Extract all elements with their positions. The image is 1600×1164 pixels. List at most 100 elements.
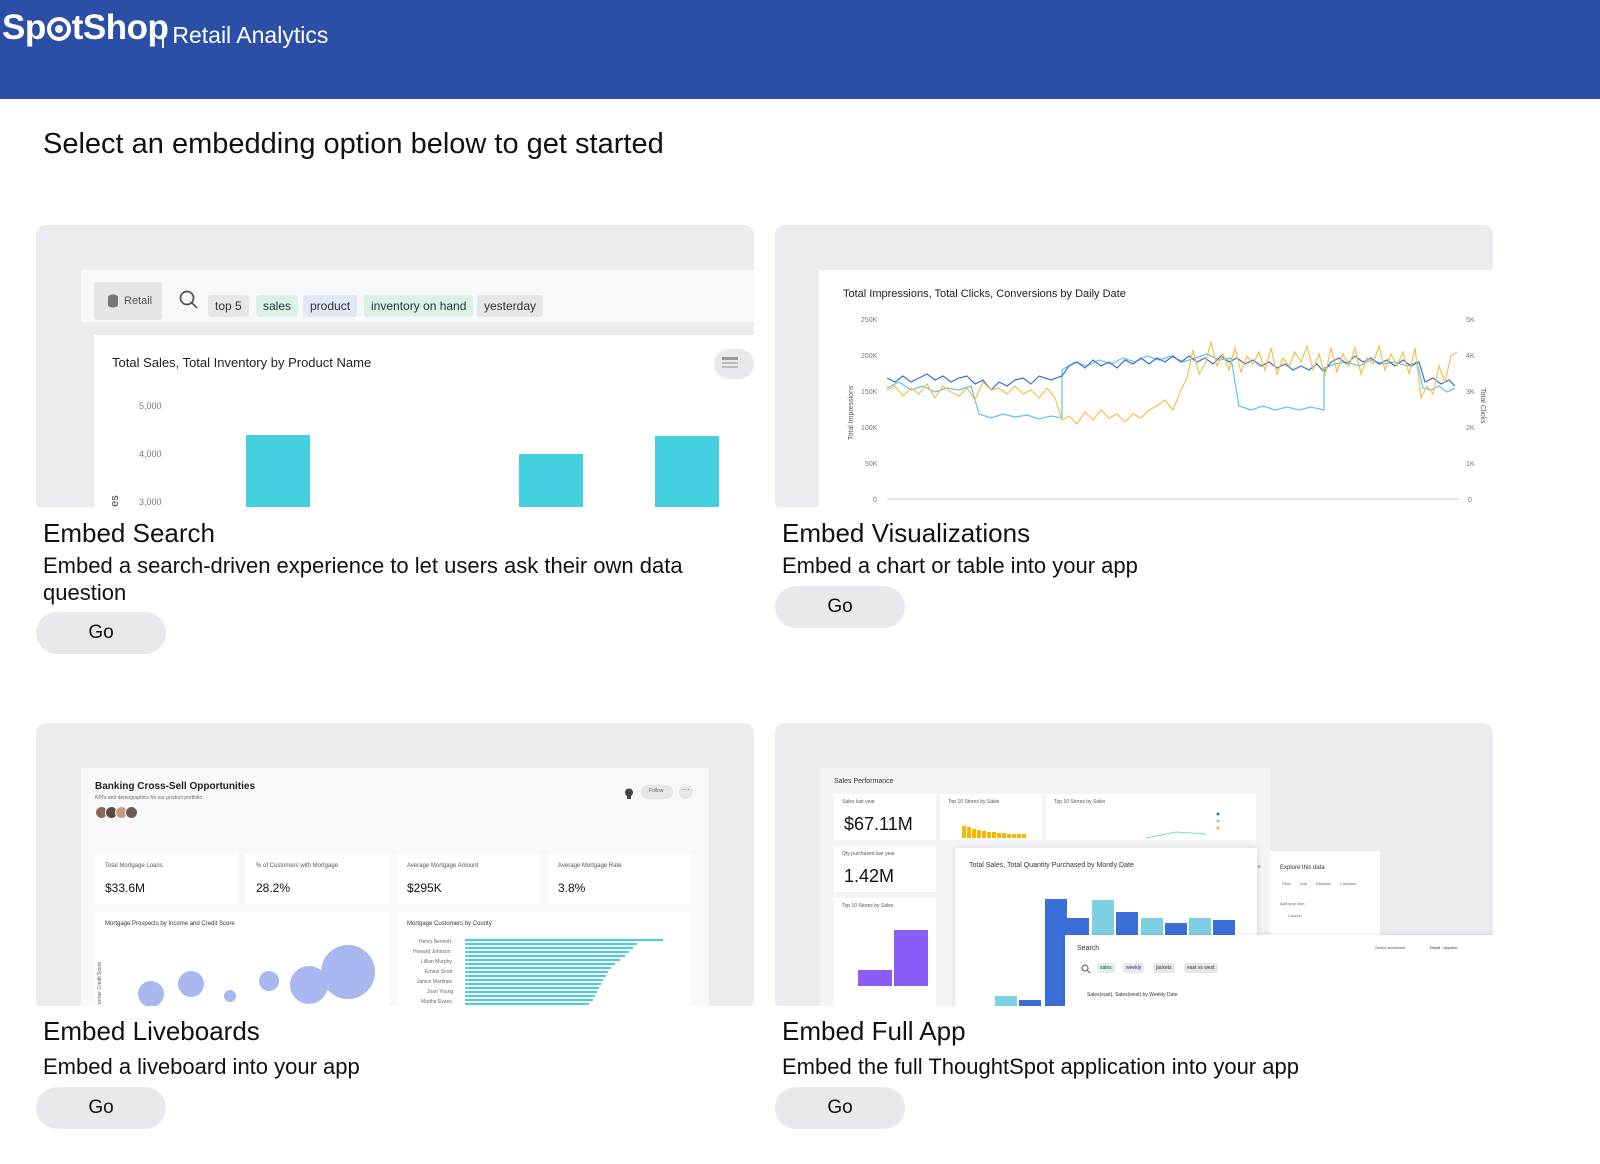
liveboard-panel: Banking Cross-Sell Opportunities KPI's a… [81, 768, 709, 1006]
kpi-label: Qty purchased last year [842, 851, 895, 857]
right-axis-ticks: 5K 4K 3K 2K 1K 0 [1466, 317, 1475, 504]
explore-tab[interactable]: Replace [1316, 881, 1331, 886]
page-intro: Select an embedding option below to get … [43, 128, 664, 160]
search-chart-title: Total Sales, Total Inventory by Product … [112, 355, 372, 370]
search-label: Search [1077, 945, 1100, 952]
kpi-label: Average Mortgage Amount [407, 863, 479, 869]
mid-chart-title: Total Sales, Total Quantity Purchased by… [969, 862, 1134, 869]
series-line-blue-upper [886, 355, 1456, 391]
app-header: Sp tShop | Retail Analytics [0, 0, 1600, 99]
liveboard-subtitle: KPI's and demographics for our product p… [95, 795, 204, 801]
search-token: sales [1097, 963, 1115, 973]
logo-text-end: tShop [71, 8, 169, 47]
left-tick: 200K [861, 353, 878, 360]
follow-label: Follow [649, 788, 664, 794]
card-title-embed-full-app: Embed Full App [782, 1016, 966, 1046]
county-name: Martha Evans [421, 999, 452, 1005]
follow-button[interactable]: Follow [641, 785, 673, 799]
avatar [125, 806, 138, 819]
explore-tab[interactable]: Filter [1282, 881, 1291, 886]
right-tick: 0 [1468, 497, 1472, 504]
search-token: top 5 [208, 295, 249, 317]
worksheet-select[interactable]: Retail - Apparel [1430, 945, 1458, 950]
search-bar-panel: Retail top 5 sales product inventory on … [81, 270, 754, 322]
right-tick: 2K [1466, 425, 1475, 432]
header-subtitle: | Retail Analytics [160, 22, 329, 48]
county-name: Janice Martinez [417, 979, 453, 985]
card-desc-embed-search: Embed a search-driven experience to let … [43, 553, 683, 605]
left-tick: 100K [861, 425, 878, 432]
card-desc-embed-visualizations: Embed a chart or table into your app [782, 553, 1138, 578]
embed-liveboards-preview: Banking Cross-Sell Opportunities KPI's a… [36, 723, 754, 1006]
more-options-icon[interactable]: ··· [679, 785, 693, 799]
explore-tab[interactable]: Add [1300, 881, 1308, 886]
lightbulb-icon[interactable] [624, 788, 634, 800]
search-result-title: Sales(east), Sales(west) by Weekly Date [1087, 992, 1178, 998]
go-button-embed-visualizations[interactable]: Go [775, 586, 905, 628]
go-button-embed-search[interactable]: Go [36, 612, 166, 654]
kpi-value: $67.11M [844, 814, 913, 834]
y-axis-label-fragment: es [108, 495, 121, 507]
y-tick-label: 4,000 [139, 449, 162, 459]
y-tick-label: 3,000 [139, 497, 162, 507]
top-stores-line [1145, 812, 1220, 839]
y-tick-label: 5,000 [139, 401, 162, 411]
series-line-orange [886, 339, 1458, 425]
county-name: Lillian Murphy [421, 959, 452, 965]
kpi-value: $295K [407, 881, 442, 895]
county-name: Howard Johnson [413, 949, 451, 955]
source-tag-label: Retail [124, 295, 153, 307]
close-icon[interactable]: × [1257, 864, 1262, 871]
top-stores-bars-card: Top 10 Stores by Sales [834, 898, 936, 1006]
explore-tab[interactable]: Compare [1340, 881, 1357, 886]
go-button-embed-full-app[interactable]: Go [775, 1087, 905, 1129]
add-your-own-label: Add your own [1280, 901, 1305, 906]
purple-bars [858, 930, 928, 986]
search-token: east vs west [1184, 963, 1218, 973]
top-stores-card: Top 10 Stores by Sales [940, 794, 1042, 840]
avatar-group [95, 806, 139, 820]
go-button-embed-liveboards[interactable]: Go [36, 1087, 166, 1129]
embed-search-preview: Retail top 5 sales product inventory on … [36, 225, 754, 507]
left-tick: 50K [865, 461, 878, 468]
bubble-chart-title: Mortgage Prospects by Income and Credit … [105, 921, 235, 927]
kpi-card: Average Mortgage Rate 3.8% [548, 854, 691, 904]
chart-bar [246, 435, 310, 507]
embed-visualizations-preview: Total Impressions, Total Clicks, Convers… [775, 225, 1493, 507]
top-stores-mini-bars [962, 826, 1026, 838]
kpi-value: 3.8% [558, 881, 586, 895]
column-label[interactable]: Column [1288, 913, 1302, 918]
county-bar-chart-card: Mortgage Customers by County Henry Benne… [397, 912, 691, 1006]
top-stores-title: Top 10 Stores by Sales [842, 903, 894, 909]
card-title-embed-visualizations: Embed Visualizations [782, 518, 1031, 548]
liveboard-title: Banking Cross-Sell Opportunities [95, 781, 256, 792]
kpi-card: Sales last year $67.11M [834, 794, 936, 840]
kpi-label: Total Mortgage Loans [105, 863, 163, 869]
search-icon [1081, 964, 1091, 974]
right-tick: 4K [1466, 353, 1475, 360]
kpi-label: Sales last year [842, 799, 875, 805]
chart-bar [519, 454, 583, 507]
kpi-card: % of Customers with Mortgage 28.2% [246, 854, 389, 904]
perf-title: Sales Performance [834, 778, 894, 785]
right-tick: 1K [1466, 461, 1475, 468]
worksheet-label: Select worksheet [1375, 945, 1406, 950]
logo-text-start: Sp [2, 8, 46, 47]
table-toggle-icon[interactable] [714, 349, 754, 379]
kpi-card: Total Mortgage Loans $33.6M [95, 854, 238, 904]
right-tick: 5K [1466, 317, 1475, 324]
explore-panel: Explore this data Filter Add Replace Com… [1270, 851, 1380, 941]
county-bars [465, 939, 663, 1005]
search-token: inventory on hand [364, 295, 474, 317]
spotshop-logo[interactable]: Sp tShop [2, 8, 169, 48]
search-token: yesterday [477, 295, 544, 317]
kpi-label: % of Customers with Mortgage [256, 863, 339, 869]
right-axis-label: Total Clicks [1479, 388, 1486, 424]
bubble-chart [138, 945, 375, 1006]
database-icon [108, 294, 118, 308]
search-token: jackets [1153, 963, 1175, 973]
card-desc-embed-liveboards: Embed a liveboard into your app [43, 1054, 360, 1079]
grid-icon [722, 357, 738, 368]
top-stores-title: Top 10 Stores by Sales [1054, 799, 1106, 805]
search-icon [179, 290, 198, 309]
